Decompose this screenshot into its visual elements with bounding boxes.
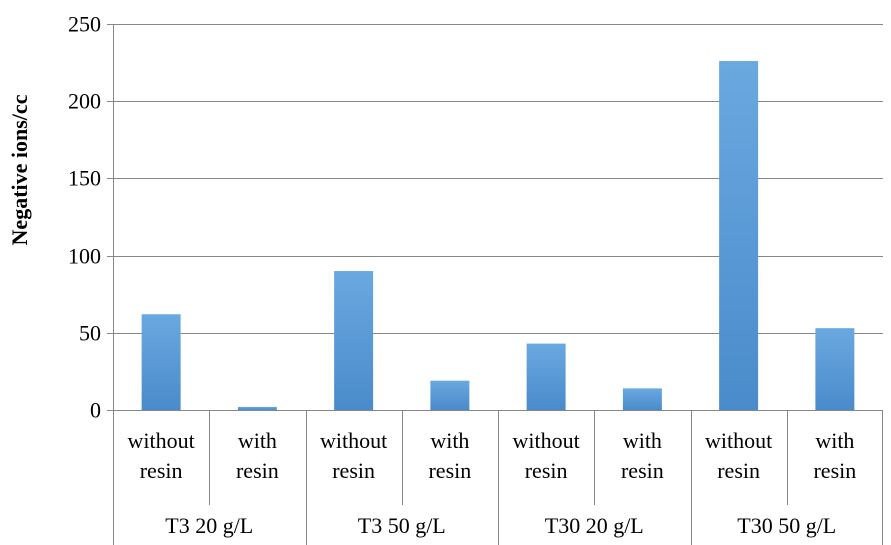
category-label: with resin xyxy=(428,428,471,483)
y-tick-labels: 0 50 100 150 200 250 xyxy=(68,12,101,423)
y-tick-label: 250 xyxy=(68,12,101,37)
y-tick-label: 200 xyxy=(68,89,101,114)
category-labels: without resin with resin without resin with res… xyxy=(128,428,857,483)
y-tick-label: 0 xyxy=(90,398,101,423)
bar xyxy=(237,406,277,410)
y-tick-label: 50 xyxy=(79,321,101,346)
bar xyxy=(526,343,566,410)
bar xyxy=(334,271,374,410)
bar xyxy=(141,314,181,410)
group-label: T3 50 g/L xyxy=(358,513,446,538)
category-label: without resin xyxy=(513,428,580,483)
category-label: with resin xyxy=(621,428,664,483)
group-label: T3 20 g/L xyxy=(165,513,253,538)
gridlines xyxy=(113,24,883,334)
group-label: T30 20 g/L xyxy=(545,513,644,538)
y-tick-label: 150 xyxy=(68,166,101,191)
y-tick-label: 100 xyxy=(68,244,101,269)
bar xyxy=(430,380,470,410)
bars xyxy=(141,61,855,410)
category-label: without resin xyxy=(705,428,772,483)
category-label: without resin xyxy=(128,428,195,483)
bar xyxy=(622,388,662,410)
category-label: with resin xyxy=(813,428,856,483)
category-label: without resin xyxy=(320,428,387,483)
axes xyxy=(107,24,883,545)
group-label: T30 50 g/L xyxy=(737,513,836,538)
group-labels: T3 20 g/L T3 50 g/L T30 20 g/L T30 50 g/L xyxy=(165,513,836,538)
bar xyxy=(719,61,759,410)
category-label: with resin xyxy=(236,428,279,483)
bar xyxy=(815,328,855,410)
y-axis-title: Negative ions/cc xyxy=(7,94,32,245)
